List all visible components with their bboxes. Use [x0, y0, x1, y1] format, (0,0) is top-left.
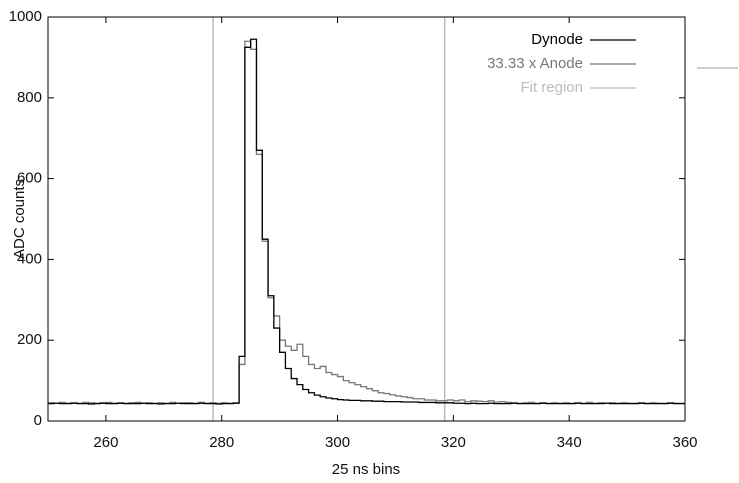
step-line	[48, 38, 685, 405]
y-tick-label: 1000	[9, 8, 42, 25]
x-tick-label: 260	[93, 434, 118, 451]
legend-label: Fit region	[520, 79, 583, 96]
legend-label: Dynode	[531, 31, 583, 48]
y-tick-label: 800	[17, 89, 42, 106]
x-tick-label: 300	[325, 434, 350, 451]
x-tick-label: 340	[557, 434, 582, 451]
y-tick-label: 600	[17, 170, 42, 187]
x-tick-label: 320	[441, 434, 466, 451]
legend-label: 33.33 x Anode	[487, 55, 583, 72]
x-tick-label: 360	[672, 434, 697, 451]
y-axis-label: ADC counts	[11, 179, 28, 259]
y-tick-label: 400	[17, 250, 42, 267]
x-tick-label: 280	[209, 434, 234, 451]
y-tick-label: 200	[17, 331, 42, 348]
y-tick-label: 0	[34, 412, 42, 429]
plot-frame	[47, 16, 686, 422]
x-axis-label: 25 ns bins	[332, 461, 400, 478]
step-line	[48, 40, 685, 404]
